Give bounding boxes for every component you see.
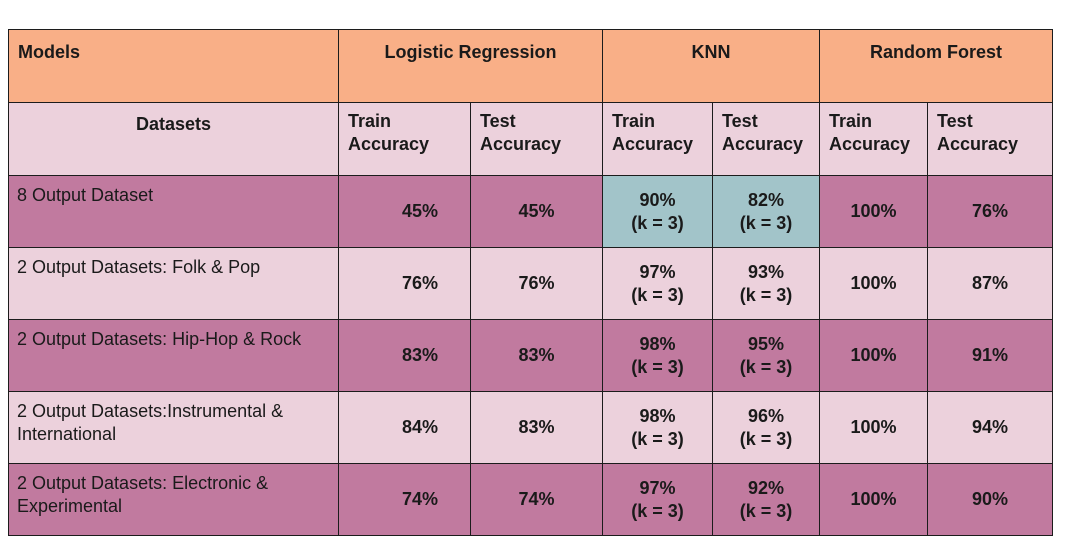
table-row: 2 Output Datasets: Hip-Hop & Rock 83% 83… bbox=[8, 319, 1054, 392]
knn-train-cell: 97% (k = 3) bbox=[602, 463, 714, 536]
knn-test-k: (k = 3) bbox=[739, 212, 793, 233]
dataset-name-cell: 2 Output Datasets: Hip-Hop & Rock bbox=[8, 319, 339, 392]
rf-train-cell: 100% bbox=[819, 247, 929, 320]
rf-test-cell: 87% bbox=[927, 247, 1054, 320]
metrics-header-row: Datasets Train Accuracy Test Accuracy Tr… bbox=[8, 102, 1054, 176]
lr-train-cell: 83% bbox=[338, 319, 471, 392]
metric-header-line: Accuracy bbox=[937, 134, 1019, 154]
knn-test-k: (k = 3) bbox=[739, 284, 793, 305]
knn-train-k: (k = 3) bbox=[631, 212, 684, 233]
metric-header-line: Test bbox=[480, 111, 516, 131]
rf-test-cell: 76% bbox=[927, 175, 1054, 248]
knn-train-cell: 98% (k = 3) bbox=[602, 319, 714, 392]
knn-test-value: 93% bbox=[748, 261, 785, 282]
knn-train-value: 90% bbox=[639, 189, 676, 210]
metric-header-line: Accuracy bbox=[612, 134, 694, 154]
knn-test-cell: 93% (k = 3) bbox=[712, 247, 821, 320]
table-row: 8 Output Dataset 45% 45% 90% (k = 3) 82%… bbox=[8, 175, 1054, 248]
table-row: 2 Output Datasets: Folk & Pop 76% 76% 97… bbox=[8, 247, 1054, 320]
knn-test-k: (k = 3) bbox=[739, 428, 793, 449]
metric-header-line: Accuracy bbox=[722, 134, 804, 154]
metric-header-line: Train bbox=[348, 111, 392, 131]
knn-train-cell: 97% (k = 3) bbox=[602, 247, 714, 320]
metric-header-line: Train bbox=[612, 111, 656, 131]
knn-test-cell: 95% (k = 3) bbox=[712, 319, 821, 392]
table-row: 2 Output Datasets:Instrumental & Interna… bbox=[8, 391, 1054, 464]
metric-header-lr-train: Train Accuracy bbox=[338, 102, 471, 176]
model-header-logistic-regression: Logistic Regression bbox=[337, 29, 604, 103]
metric-header-line: Test bbox=[937, 111, 973, 131]
model-header-knn: KNN bbox=[602, 29, 821, 103]
knn-test-value: 95% bbox=[748, 333, 785, 354]
metric-header-rf-test: Test Accuracy bbox=[927, 102, 1054, 176]
knn-train-value: 98% bbox=[639, 405, 676, 426]
lr-train-cell: 84% bbox=[338, 391, 471, 464]
dataset-name-cell: 2 Output Datasets: Folk & Pop bbox=[8, 247, 339, 320]
models-header-row: Models Logistic Regression KNN Random Fo… bbox=[8, 29, 1054, 103]
knn-train-k: (k = 3) bbox=[631, 356, 684, 377]
metric-header-line: Accuracy bbox=[348, 134, 430, 154]
results-table: Models Logistic Regression KNN Random Fo… bbox=[8, 29, 1054, 536]
lr-test-cell: 83% bbox=[469, 391, 604, 464]
metric-header-knn-train: Train Accuracy bbox=[602, 102, 714, 176]
knn-train-cell: 90% (k = 3) bbox=[602, 175, 714, 248]
rf-train-cell: 100% bbox=[819, 463, 929, 536]
rf-test-cell: 91% bbox=[927, 319, 1054, 392]
knn-train-k: (k = 3) bbox=[631, 500, 684, 521]
knn-test-cell: 92% (k = 3) bbox=[712, 463, 821, 536]
rf-train-cell: 100% bbox=[819, 319, 929, 392]
dataset-name-cell: 2 Output Datasets: Electronic & Experime… bbox=[8, 463, 339, 536]
lr-test-cell: 45% bbox=[469, 175, 604, 248]
lr-train-cell: 76% bbox=[338, 247, 471, 320]
rf-train-cell: 100% bbox=[819, 175, 929, 248]
rf-test-cell: 90% bbox=[927, 463, 1054, 536]
lr-train-cell: 45% bbox=[338, 175, 471, 248]
knn-test-k: (k = 3) bbox=[739, 500, 793, 521]
table-row: 2 Output Datasets: Electronic & Experime… bbox=[8, 463, 1054, 536]
rf-train-cell: 100% bbox=[819, 391, 929, 464]
lr-test-cell: 83% bbox=[469, 319, 604, 392]
dataset-name-cell: 2 Output Datasets:Instrumental & Interna… bbox=[8, 391, 339, 464]
metric-header-knn-test: Test Accuracy bbox=[712, 102, 821, 176]
lr-test-cell: 76% bbox=[469, 247, 604, 320]
knn-test-k: (k = 3) bbox=[739, 356, 793, 377]
metric-header-rf-train: Train Accuracy bbox=[819, 102, 929, 176]
knn-test-cell: 82% (k = 3) bbox=[712, 175, 821, 248]
knn-train-k: (k = 3) bbox=[631, 428, 684, 449]
knn-train-value: 97% bbox=[639, 477, 676, 498]
models-header-cell: Models bbox=[8, 29, 339, 103]
knn-test-value: 82% bbox=[748, 189, 785, 210]
lr-test-cell: 74% bbox=[469, 463, 604, 536]
lr-train-cell: 74% bbox=[338, 463, 471, 536]
knn-test-value: 92% bbox=[748, 477, 785, 498]
metric-header-line: Test bbox=[722, 111, 758, 131]
knn-train-value: 98% bbox=[639, 333, 676, 354]
knn-train-value: 97% bbox=[639, 261, 676, 282]
rf-test-cell: 94% bbox=[927, 391, 1054, 464]
datasets-header-cell: Datasets bbox=[8, 102, 339, 176]
metric-header-line: Accuracy bbox=[480, 134, 562, 154]
metric-header-line: Accuracy bbox=[829, 134, 911, 154]
metric-header-line: Train bbox=[829, 111, 873, 131]
knn-test-cell: 96% (k = 3) bbox=[712, 391, 821, 464]
dataset-name-cell: 8 Output Dataset bbox=[8, 175, 339, 248]
metric-header-lr-test: Test Accuracy bbox=[469, 102, 604, 176]
knn-train-cell: 98% (k = 3) bbox=[602, 391, 714, 464]
knn-train-k: (k = 3) bbox=[631, 284, 684, 305]
knn-test-value: 96% bbox=[748, 405, 785, 426]
model-header-random-forest: Random Forest bbox=[819, 29, 1054, 103]
